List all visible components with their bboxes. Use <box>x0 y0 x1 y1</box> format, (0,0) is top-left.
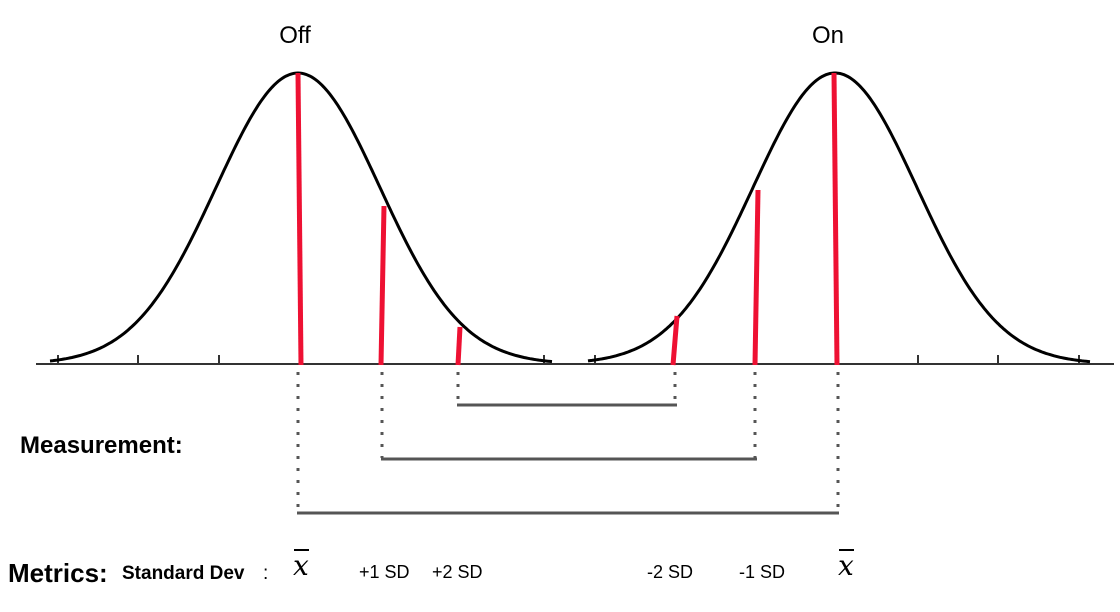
metrics-label: Metrics: <box>8 558 108 588</box>
standard-dev-colon: : <box>263 563 269 584</box>
on-mean-marker <box>831 72 840 366</box>
on-mean-text: x <box>838 549 854 582</box>
measurement-label: Measurement: <box>20 432 183 459</box>
mean-overline <box>294 549 309 551</box>
off-distribution-curve <box>49 71 553 364</box>
off-mean-symbol: x <box>293 549 309 582</box>
markers <box>295 72 840 366</box>
on-distribution-curve <box>587 71 1091 364</box>
axis-ticks <box>57 355 1080 364</box>
off-plus-1-sd-marker <box>378 205 387 366</box>
off-label: Off <box>279 22 311 49</box>
standard-dev-label: Standard Dev <box>122 563 245 584</box>
on-minus-1-sd-marker <box>752 189 761 366</box>
drop-lines <box>296 372 840 512</box>
on-minus-2-sd-marker <box>670 315 680 366</box>
measurement-brackets <box>297 403 839 515</box>
mean-overline <box>839 549 854 551</box>
plus-2-sd-label: +2 SD <box>432 562 483 582</box>
on-label: On <box>812 22 844 49</box>
minus-2-sd-label: -2 SD <box>647 562 694 582</box>
off-plus-2-sd-marker <box>455 326 463 366</box>
plus-1-sd-label: +1 SD <box>359 562 410 582</box>
off-mean-text: x <box>293 549 309 582</box>
on-mean-symbol: x <box>838 549 854 582</box>
off-mean-marker <box>295 72 304 366</box>
minus-1-sd-label: -1 SD <box>739 562 786 582</box>
